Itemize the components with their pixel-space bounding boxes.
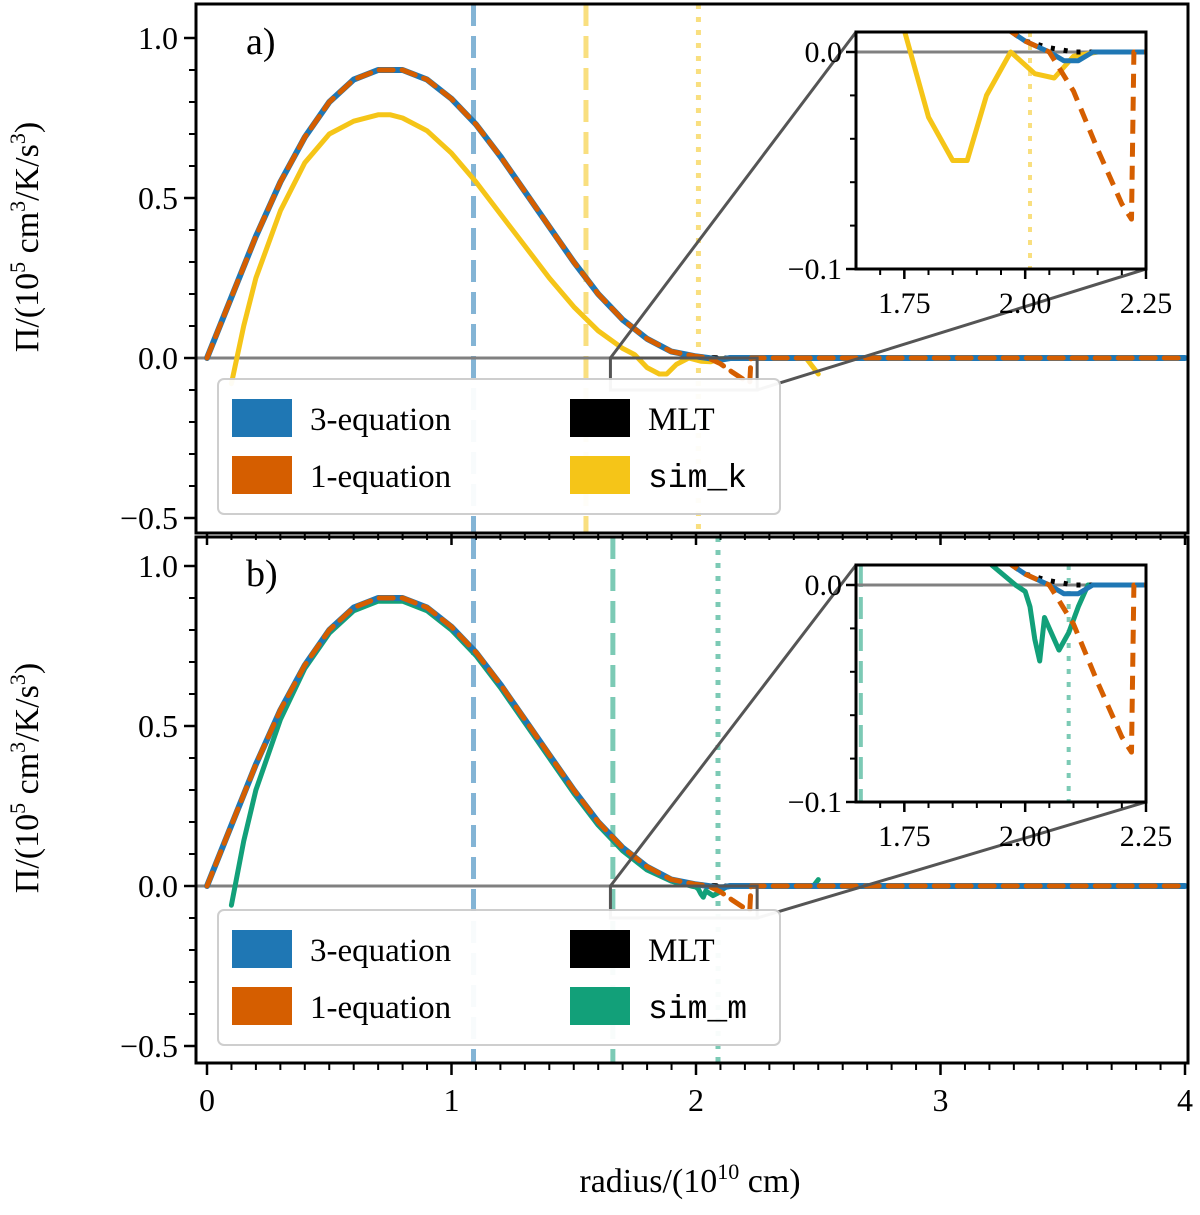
legend-label-1-equation: 1-equation (310, 990, 451, 1026)
inset-series-line-3-equation (1007, 32, 1146, 64)
legend-swatch-sim_m (570, 987, 630, 1025)
ytick-label: 0.5 (138, 708, 178, 744)
inset-series-line-1-equation (1007, 565, 1146, 755)
xtick-label: 2 (688, 1082, 704, 1118)
axes-frame (194, 535, 1190, 1065)
inset-ytick-label: −0.1 (788, 786, 842, 819)
inset-xtick-label: 2.00 (999, 820, 1052, 853)
xtick-label: 3 (933, 1082, 949, 1118)
inset-series-line-1-equation (1007, 32, 1146, 222)
legend-swatch-sim_k (570, 456, 630, 494)
legend-swatch-MLT (570, 930, 630, 968)
inset-series-line-3-equation (1007, 565, 1146, 597)
zoom-connector-top (609, 31, 858, 359)
legend-label-sim_k: sim_k (648, 460, 747, 497)
legend-swatch-3-equation (232, 399, 292, 437)
ytick-label: −0.5 (120, 500, 178, 536)
ytick-label: 0.0 (138, 868, 178, 904)
inset-xtick-label: 2.25 (1120, 287, 1173, 320)
inset-ytick-label: −0.1 (788, 253, 842, 286)
x-axis-label: radius/(1010 cm) (579, 1159, 800, 1200)
legend-swatch-1-equation (232, 987, 292, 1025)
legend-box (217, 909, 781, 1046)
inset-plot-area (856, 565, 1146, 802)
inset-xtick-label: 2.25 (1120, 820, 1173, 853)
inset-xtick-label: 1.75 (878, 820, 931, 853)
axes-frame (194, 2, 1190, 535)
ytick-label: 1.0 (138, 20, 178, 56)
xtick-label: 0 (199, 1082, 215, 1118)
legend-label-MLT: MLT (648, 933, 715, 969)
zoom-connector-bottom (756, 267, 1147, 392)
legend-label-1-equation: 1-equation (310, 459, 451, 495)
inset-xtick-label: 2.00 (999, 287, 1052, 320)
legend-label-3-equation: 3-equation (310, 402, 451, 438)
ytick-label: −0.5 (120, 1028, 178, 1064)
panel-label: b) (246, 553, 278, 595)
legend-swatch-3-equation (232, 930, 292, 968)
ytick-label: 0.0 (138, 340, 178, 376)
zoom-connector-bottom (756, 800, 1147, 920)
inset-background (856, 565, 1146, 802)
ytick-label: 1.0 (138, 548, 178, 584)
panel-a: 1.75 2.00 2.25 0.0 −0.1 3-equation 1-equation M… (120, 2, 1190, 545)
xtick-label: 4 (1177, 1082, 1193, 1118)
zoom-connector-top (609, 564, 858, 887)
inset-xtick-label: 1.75 (878, 287, 931, 320)
series-line-sim_k (228, 112, 821, 387)
ytick-label: 0.5 (138, 180, 178, 216)
legend-label-sim_m: sim_m (648, 991, 747, 1028)
xtick-label: 1 (444, 1082, 460, 1118)
y-axis-label-b: Π/(105 cm3/K/s3) (5, 663, 46, 893)
inset-ytick-label: 0.0 (805, 36, 843, 69)
inset-ytick-label: 0.0 (805, 569, 843, 602)
y-axis-label-a: Π/(105 cm3/K/s3) (5, 122, 46, 352)
panel-label: a) (246, 21, 276, 63)
series-line-1-equation (204, 595, 1188, 914)
legend-label-3-equation: 3-equation (310, 933, 451, 969)
legend-swatch-MLT (570, 399, 630, 437)
legend-swatch-1-equation (232, 456, 292, 494)
panel-b: 1.75 2.00 2.25 0.0 −0.1 3-equation 1-equation M… (120, 535, 1193, 1118)
legend-box (217, 378, 781, 515)
series-line-1-equation (204, 67, 1188, 386)
legend-label-MLT: MLT (648, 402, 715, 438)
inset-plot-area (856, 32, 1146, 269)
